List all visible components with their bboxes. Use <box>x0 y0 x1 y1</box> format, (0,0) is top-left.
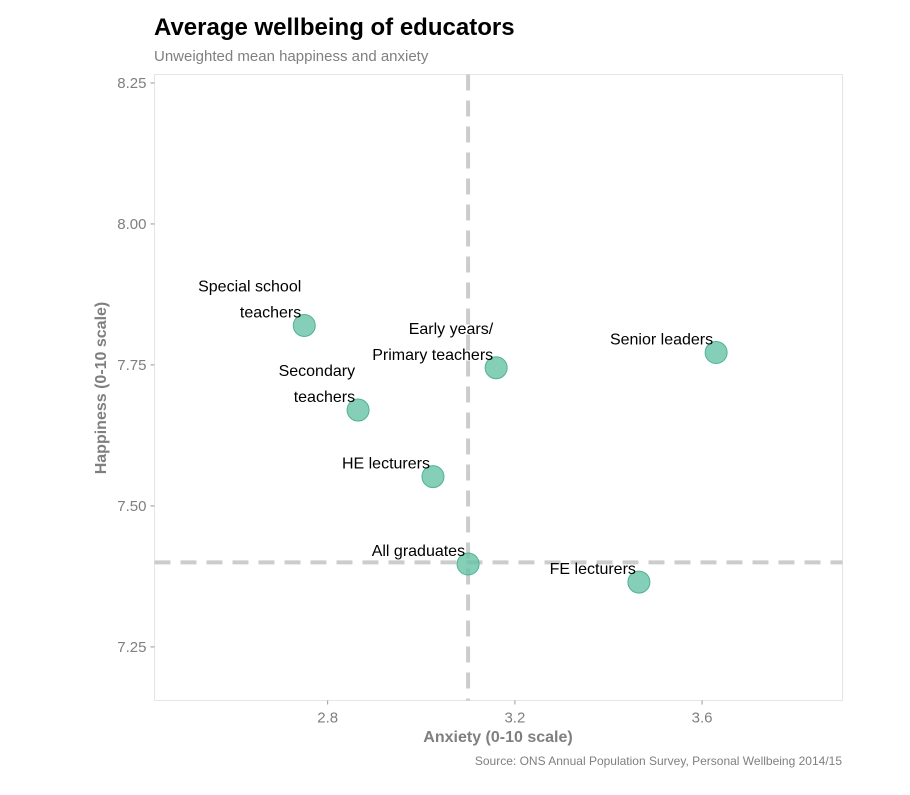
y-tick-label: 8.00 <box>117 216 146 233</box>
point-label: Special school <box>198 278 301 295</box>
point-label: All graduates <box>372 543 465 560</box>
x-axis-title: Anxiety (0-10 scale) <box>423 729 572 746</box>
point-label: Early years/ <box>409 321 494 338</box>
point-label: HE lecturers <box>342 456 430 473</box>
y-axis-title: Happiness (0-10 scale) <box>93 302 110 475</box>
x-axis: 2.8 3.2 3.6 <box>317 700 713 727</box>
chart-subtitle: Unweighted mean happiness and anxiety <box>154 48 429 65</box>
y-tick-label: 8.25 <box>117 75 146 92</box>
point-labels: Special school teachers Secondary teachers E… <box>198 278 713 578</box>
data-point <box>456 552 480 576</box>
y-tick-label: 7.25 <box>117 639 146 656</box>
data-point <box>484 356 508 380</box>
y-tick-label: 7.50 <box>117 498 146 515</box>
point-label: Primary teachers <box>372 347 493 364</box>
point-label: Secondary <box>279 363 356 380</box>
x-tick-label: 2.8 <box>317 710 338 727</box>
data-point <box>627 570 651 594</box>
data-point <box>704 341 728 365</box>
point-label: teachers <box>294 389 355 406</box>
data-point <box>292 313 316 337</box>
plot-panel <box>154 74 843 701</box>
reference-lines <box>154 74 843 701</box>
point-label: teachers <box>240 304 301 321</box>
data-point <box>346 398 370 422</box>
data-points <box>292 313 728 594</box>
x-tick-label: 3.6 <box>692 710 713 727</box>
data-point <box>421 465 445 489</box>
point-label: FE lecturers <box>550 561 636 578</box>
x-tick-label: 3.2 <box>504 710 525 727</box>
source-caption: Source: ONS Annual Population Survey, Pe… <box>475 754 842 768</box>
y-axis: 7.25 7.50 7.75 8.00 8.25 <box>117 75 155 656</box>
point-label: Senior leaders <box>610 332 713 349</box>
y-tick-label: 7.75 <box>117 357 146 374</box>
chart-title: Average wellbeing of educators <box>154 14 515 41</box>
